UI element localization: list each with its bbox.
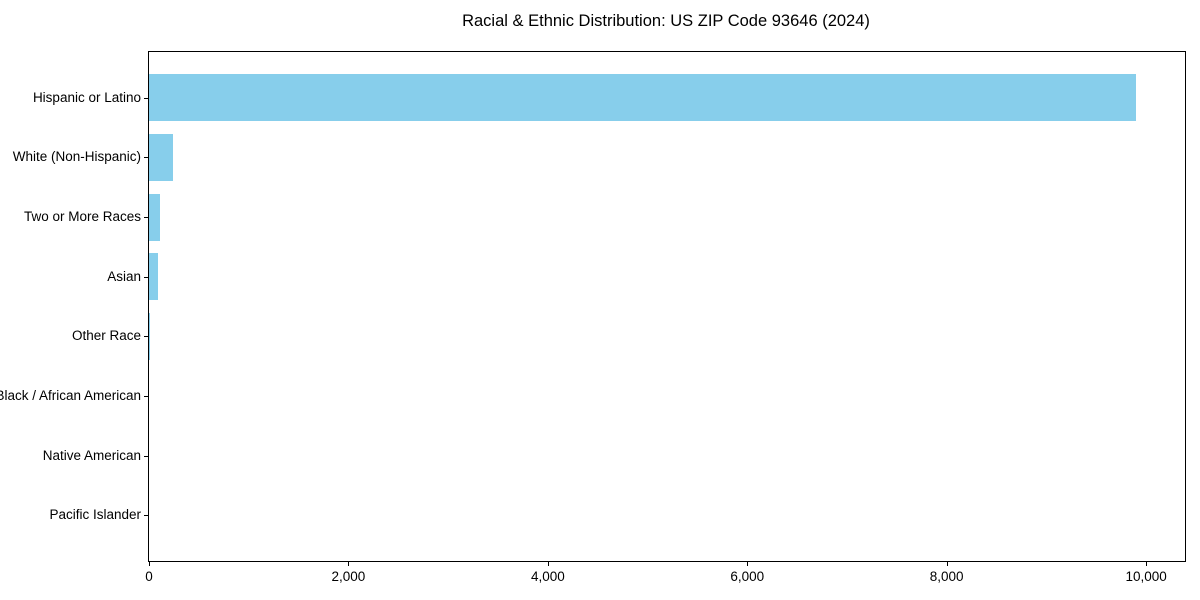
bar [149,74,1137,122]
y-tick-mark [144,336,148,338]
x-tick-mark [1146,562,1148,566]
x-tick-label: 10,000 [1125,569,1167,584]
y-tick-mark [144,515,148,517]
bar [149,193,161,241]
x-tick-label: 6,000 [730,569,765,584]
x-tick-label: 0 [145,569,153,584]
y-axis-label: Black / African American [0,387,141,403]
x-tick-mark [946,562,948,566]
bar [149,133,173,181]
y-axis-label: Other Race [71,328,141,344]
plot-area: Hispanic or Latino White (Non-Hispanic) Tw… [0,51,1186,584]
y-axis-label: Native American [42,447,141,463]
x-tick-label: 2,000 [331,569,366,584]
y-axis-label: Asian [107,268,141,284]
y-tick-mark [144,157,148,159]
x-tick-mark [348,562,350,566]
bar [149,253,158,301]
y-tick-mark [144,395,148,397]
y-axis-label: Hispanic or Latino [32,89,141,105]
x-tick-mark [149,562,150,566]
x-tick-mark [747,562,749,566]
y-axis-label: Pacific Islander [49,507,141,523]
y-axis-label: White (Non-Hispanic) [12,149,141,165]
y-axis-label: Two or More Races [23,209,141,225]
x-tick-mark [547,562,549,566]
x-tick-label: 8,000 [929,569,964,584]
y-tick-mark [144,276,148,278]
bar [149,312,151,360]
chart-title: Racial & Ethnic Distribution: US ZIP Cod… [462,12,870,30]
y-tick-mark [144,97,148,99]
x-tick-label: 4,000 [530,569,565,584]
y-tick-mark [144,217,148,219]
y-tick-mark [144,455,148,457]
